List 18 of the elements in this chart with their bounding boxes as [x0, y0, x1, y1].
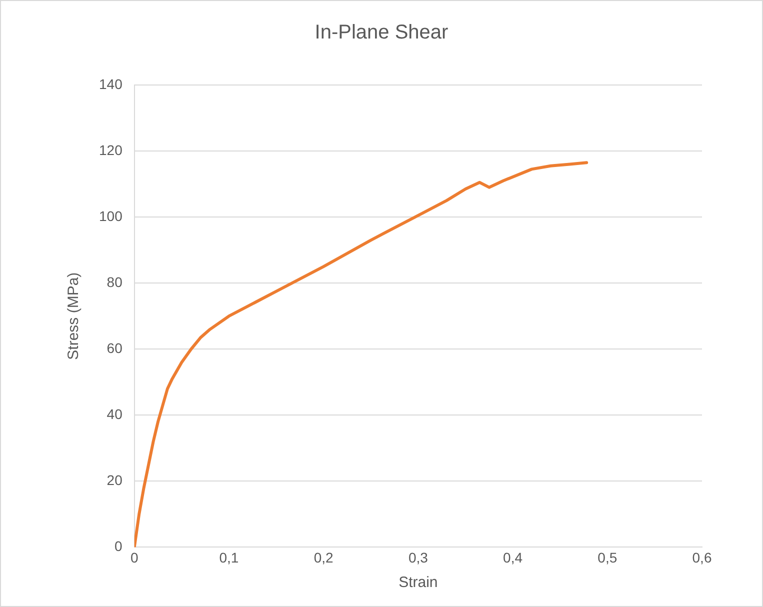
y-tick-label: 60 — [106, 340, 123, 356]
y-tick-label: 100 — [99, 208, 123, 224]
y-tick-label: 20 — [106, 472, 123, 488]
y-tick-label: 0 — [114, 538, 123, 554]
x-tick-label: 0,1 — [219, 549, 239, 566]
x-tick-label: 0,3 — [408, 549, 428, 566]
y-tick-label: 80 — [106, 274, 123, 290]
x-tick-label: 0,5 — [598, 549, 618, 566]
y-tick-label: 120 — [99, 142, 123, 158]
x-tick-label: 0 — [130, 549, 138, 566]
x-tick-label: 0,4 — [503, 549, 523, 566]
x-tick-label: 0,2 — [314, 549, 334, 566]
chart-title: In-Plane Shear — [314, 22, 449, 44]
y-axis-title: Stress (MPa) — [65, 272, 82, 360]
y-tick-label: 140 — [99, 76, 123, 92]
x-axis-title: Strain — [398, 574, 438, 592]
y-tick-label: 40 — [106, 406, 123, 422]
x-tick-label: 0,6 — [692, 549, 712, 566]
